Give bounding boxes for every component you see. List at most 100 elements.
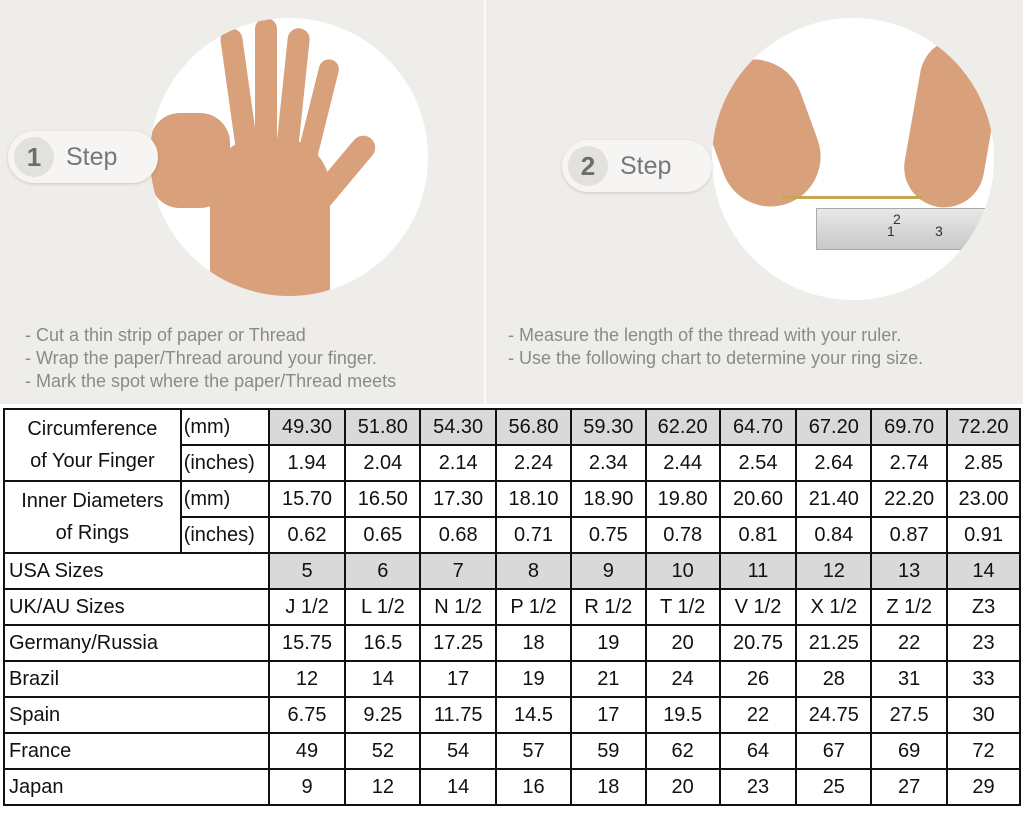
row-label: USA Sizes — [3, 552, 270, 590]
table-cell: 62 — [644, 732, 721, 770]
table-cell: 49.30 — [267, 408, 347, 446]
table-cell: 19 — [569, 624, 647, 662]
table-cell: 6 — [344, 552, 422, 590]
table-cell: 2.24 — [495, 444, 572, 482]
table-cell: 2.44 — [644, 444, 721, 482]
table-cell: 27 — [870, 768, 949, 806]
table-cell: 56.80 — [495, 408, 572, 446]
step-2-instructions: - Measure the length of the thread with … — [508, 324, 923, 370]
table-cell: 69 — [870, 732, 949, 770]
row-label: France — [3, 732, 270, 770]
table-cell: 59 — [569, 732, 647, 770]
table-cell: 20.75 — [718, 624, 798, 662]
label-line: of Your Finger — [30, 450, 155, 472]
instruction-line: - Cut a thin strip of paper or Thread — [25, 325, 306, 345]
table-cell: 23.00 — [946, 480, 1021, 518]
ruler-mark: 1 — [887, 223, 895, 239]
table-cell: 15.75 — [267, 624, 347, 662]
table-cell: 14.5 — [495, 696, 572, 734]
thread — [782, 196, 922, 199]
inner-diameter-label: Inner Diameters of Rings — [3, 480, 182, 554]
instruction-line: - Mark the spot where the paper/Thread m… — [25, 371, 397, 391]
table-row: USA Sizes 5 6 7 8 9 10 11 12 13 14 — [3, 552, 1021, 590]
table-cell: 17.30 — [419, 480, 498, 518]
table-cell: 9 — [267, 768, 347, 806]
table-cell: 54.30 — [419, 408, 498, 446]
table-cell: 0.68 — [419, 516, 498, 554]
table-row: Spain 6.75 9.25 11.75 14.5 17 19.5 22 24.75 27.5 3… — [3, 696, 1021, 734]
step-label: Step — [620, 151, 672, 180]
table-row: Japan 9 12 14 16 18 20 23 25 27 29 — [3, 768, 1021, 806]
table-cell: 59.30 — [569, 408, 647, 446]
table-row: UK/AU Sizes J 1/2 L 1/2 N 1/2 P 1/2 R 1/2 T 1/… — [3, 588, 1021, 626]
circumference-label: Circumference of Your Finger — [3, 408, 182, 482]
table-cell: 20.60 — [718, 480, 798, 518]
table-cell: 31 — [870, 660, 949, 698]
table-cell: 7 — [419, 552, 498, 590]
table-cell: 0.65 — [344, 516, 422, 554]
inner-diameter-inches-row: (inches) 0.62 0.65 0.68 0.71 0.75 0.78 0.81 0.84… — [4, 516, 1021, 554]
table-cell: 17.25 — [419, 624, 498, 662]
table-cell: 2.34 — [569, 444, 647, 482]
table-cell: L 1/2 — [344, 588, 422, 626]
table-cell: 0.62 — [267, 516, 347, 554]
table-cell: 14 — [419, 768, 498, 806]
table-cell: 67.20 — [795, 408, 873, 446]
ruler: 1 2 3 — [816, 208, 994, 250]
table-cell: 12 — [344, 768, 422, 806]
unit-inches: (inches) — [179, 444, 270, 482]
instruction-line: - Wrap the paper/Thread around your fing… — [25, 348, 377, 368]
table-cell: 10 — [644, 552, 721, 590]
table-cell: 8 — [495, 552, 572, 590]
table-cell: 16.5 — [344, 624, 422, 662]
table-cell: 18 — [495, 624, 572, 662]
table-cell: 18.90 — [569, 480, 647, 518]
table-cell: 25 — [795, 768, 873, 806]
table-cell: X 1/2 — [795, 588, 873, 626]
table-cell: 23 — [718, 768, 798, 806]
ruler-mark: 3 — [935, 223, 943, 239]
table-cell: Z 1/2 — [870, 588, 949, 626]
table-cell: 16.50 — [344, 480, 422, 518]
table-cell: 12 — [795, 552, 873, 590]
table-cell: 29 — [946, 768, 1021, 806]
table-cell: 21.40 — [795, 480, 873, 518]
unit-inches: (inches) — [179, 516, 270, 554]
table-cell: 0.87 — [870, 516, 949, 554]
table-row: France 49 52 54 57 59 62 64 67 69 72 — [3, 732, 1021, 770]
unit-mm: (mm) — [179, 408, 270, 446]
row-label: Japan — [3, 768, 270, 806]
instruction-line: - Measure the length of the thread with … — [508, 325, 902, 345]
divider — [484, 0, 486, 404]
table-cell: P 1/2 — [495, 588, 572, 626]
table-cell: 20 — [644, 768, 721, 806]
table-cell: 69.70 — [870, 408, 949, 446]
table-cell: 23 — [946, 624, 1021, 662]
ruler-photo: 1 2 3 — [712, 18, 994, 300]
table-cell: 2.04 — [344, 444, 422, 482]
step-2-badge: 2 Step — [562, 140, 712, 192]
table-cell: 0.84 — [795, 516, 873, 554]
row-label: Brazil — [3, 660, 270, 698]
label-line: of Rings — [55, 522, 130, 544]
table-cell: 49 — [267, 732, 347, 770]
table-cell: 2.54 — [718, 444, 798, 482]
circumference-inches-row: (inches) 1.94 2.04 2.14 2.24 2.34 2.44 2.54 2.64… — [4, 444, 1021, 482]
table-cell: 64 — [718, 732, 798, 770]
row-label: Germany/Russia — [3, 624, 270, 662]
table-cell: 0.78 — [644, 516, 721, 554]
instructions-panel: 1 2 3 1 Step 2 Step - Cut a thin strip o… — [0, 0, 1023, 404]
table-cell: 24 — [644, 660, 721, 698]
table-cell: 2.74 — [870, 444, 949, 482]
table-cell: 17 — [569, 696, 647, 734]
table-cell: 28 — [795, 660, 873, 698]
table-cell: 24.75 — [795, 696, 873, 734]
table-cell: 14 — [344, 660, 422, 698]
step-number: 1 — [14, 137, 54, 177]
table-cell: 1.94 — [267, 444, 347, 482]
table-cell: 19.80 — [644, 480, 721, 518]
table-cell: Z3 — [946, 588, 1021, 626]
circumference-mm-row: Circumference of Your Finger (mm) 49.30 51.8… — [3, 408, 1021, 482]
table-cell: 18 — [569, 768, 647, 806]
row-label: UK/AU Sizes — [3, 588, 270, 626]
